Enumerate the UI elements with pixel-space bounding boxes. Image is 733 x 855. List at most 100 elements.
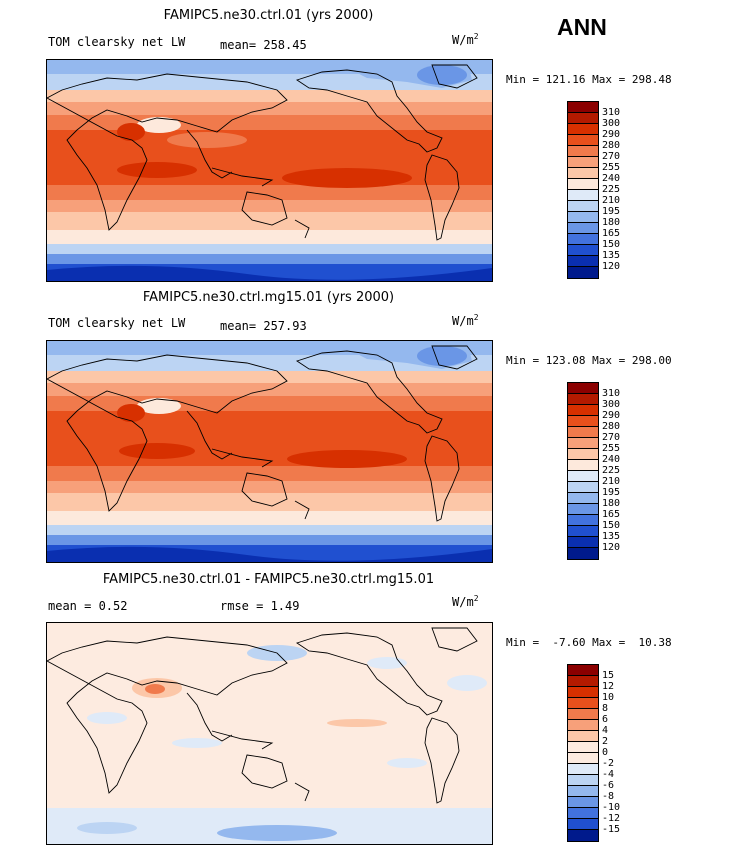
colorbar-box [568, 223, 598, 234]
colorbar-tick-label: 300 [602, 118, 621, 129]
colorbar-box [568, 383, 598, 394]
colorbar-tick-label: 120 [602, 261, 621, 272]
colorbar-box [568, 698, 598, 709]
colorbar-box [568, 427, 598, 438]
colorbar-tick-label: 270 [602, 432, 621, 443]
colorbar-tick-label: -2 [602, 758, 615, 769]
colorbar-box [568, 687, 598, 698]
units-label: W/m2 [452, 313, 479, 328]
colorbar-tick-label: 6 [602, 714, 609, 725]
colorbar-box [568, 212, 598, 223]
colorbar-tick-label: 195 [602, 206, 621, 217]
units-label: W/m2 [452, 594, 479, 609]
colorbar-box [568, 731, 598, 742]
colorbar-box [568, 146, 598, 157]
colorbar-box [568, 245, 598, 256]
colorbar-box [568, 168, 598, 179]
colorbar-tick-label: -4 [602, 769, 615, 780]
colorbar-box [568, 676, 598, 687]
map-plot [46, 59, 493, 282]
colorbar-tick-label: 290 [602, 410, 621, 421]
colorbar-box [568, 267, 598, 278]
colorbar-box [568, 742, 598, 753]
colorbar [567, 101, 599, 279]
colorbar-tick-label: 290 [602, 129, 621, 140]
colorbar-box [568, 124, 598, 135]
colorbar-tick-label: 135 [602, 250, 621, 261]
colorbar-box [568, 548, 598, 559]
colorbar-box [568, 665, 598, 676]
mean-label: mean = 0.52 [48, 599, 128, 613]
rmse-label: rmse = 1.49 [220, 599, 300, 613]
colorbar-box [568, 157, 598, 168]
colorbar-box [568, 786, 598, 797]
colorbar-box [568, 190, 598, 201]
panel-title: FAMIPC5.ne30.ctrl.mg15.01 (yrs 2000) [142, 290, 395, 305]
colorbar-tick-label: 270 [602, 151, 621, 162]
colorbar-tick-label: 210 [602, 476, 621, 487]
panel-title: FAMIPC5.ne30.ctrl.01 (yrs 2000) [163, 8, 374, 23]
colorbar-tick-label: 12 [602, 681, 615, 692]
colorbar-box [568, 830, 598, 841]
colorbar-box [568, 709, 598, 720]
map-plot [46, 622, 493, 845]
colorbar-tick-label: -15 [602, 824, 621, 835]
colorbar [567, 382, 599, 560]
min-max-label: Min = 123.08 Max = 298.00 [506, 354, 672, 367]
colorbar-box [568, 797, 598, 808]
colorbar-tick-label: 225 [602, 184, 621, 195]
colorbar-tick-label: 8 [602, 703, 609, 714]
variable-label: TOM clearsky net LW [48, 35, 186, 49]
colorbar-box [568, 819, 598, 830]
colorbar-tick-label: 15 [602, 670, 615, 681]
colorbar-tick-label: 2 [602, 736, 609, 747]
colorbar-box [568, 201, 598, 212]
colorbar-tick-label: 310 [602, 388, 621, 399]
colorbar-box [568, 234, 598, 245]
colorbar-box [568, 449, 598, 460]
map-contours [47, 341, 492, 562]
colorbar-box [568, 179, 598, 190]
colorbar-tick-label: -10 [602, 802, 621, 813]
min-max-label: Min = 121.16 Max = 298.48 [506, 73, 672, 86]
colorbar-box [568, 460, 598, 471]
colorbar-tick-label: 0 [602, 747, 609, 758]
colorbar-tick-label: 135 [602, 531, 621, 542]
colorbar-tick-label: 180 [602, 498, 621, 509]
colorbar-box [568, 515, 598, 526]
colorbar-tick-label: 240 [602, 454, 621, 465]
colorbar-box [568, 775, 598, 786]
colorbar-tick-label: 150 [602, 520, 621, 531]
colorbar-tick-label: 150 [602, 239, 621, 250]
colorbar-box [568, 102, 598, 113]
colorbar-tick-label: 165 [602, 509, 621, 520]
colorbar-box [568, 256, 598, 267]
season-label: ANN [557, 14, 607, 40]
colorbar-box [568, 720, 598, 731]
colorbar-tick-label: 195 [602, 487, 621, 498]
colorbar-tick-label: -12 [602, 813, 621, 824]
colorbar-box [568, 135, 598, 146]
colorbar-box [568, 526, 598, 537]
panel-title: FAMIPC5.ne30.ctrl.01 - FAMIPC5.ne30.ctrl… [102, 572, 435, 587]
colorbar-box [568, 504, 598, 515]
colorbar-box [568, 471, 598, 482]
colorbar-tick-label: 310 [602, 107, 621, 118]
mean-label: mean= 258.45 [220, 38, 307, 52]
colorbar-box [568, 438, 598, 449]
colorbar-box [568, 493, 598, 504]
map-contours [47, 60, 492, 281]
colorbar [567, 664, 599, 842]
colorbar-box [568, 537, 598, 548]
colorbar-box [568, 764, 598, 775]
colorbar-tick-label: 280 [602, 421, 621, 432]
units-label: W/m2 [452, 32, 479, 47]
colorbar-tick-label: 210 [602, 195, 621, 206]
colorbar-tick-label: 180 [602, 217, 621, 228]
colorbar-box [568, 416, 598, 427]
colorbar-tick-label: 165 [602, 228, 621, 239]
colorbar-tick-label: -8 [602, 791, 615, 802]
colorbar-tick-label: 10 [602, 692, 615, 703]
map-contours [47, 623, 492, 844]
colorbar-tick-label: 120 [602, 542, 621, 553]
